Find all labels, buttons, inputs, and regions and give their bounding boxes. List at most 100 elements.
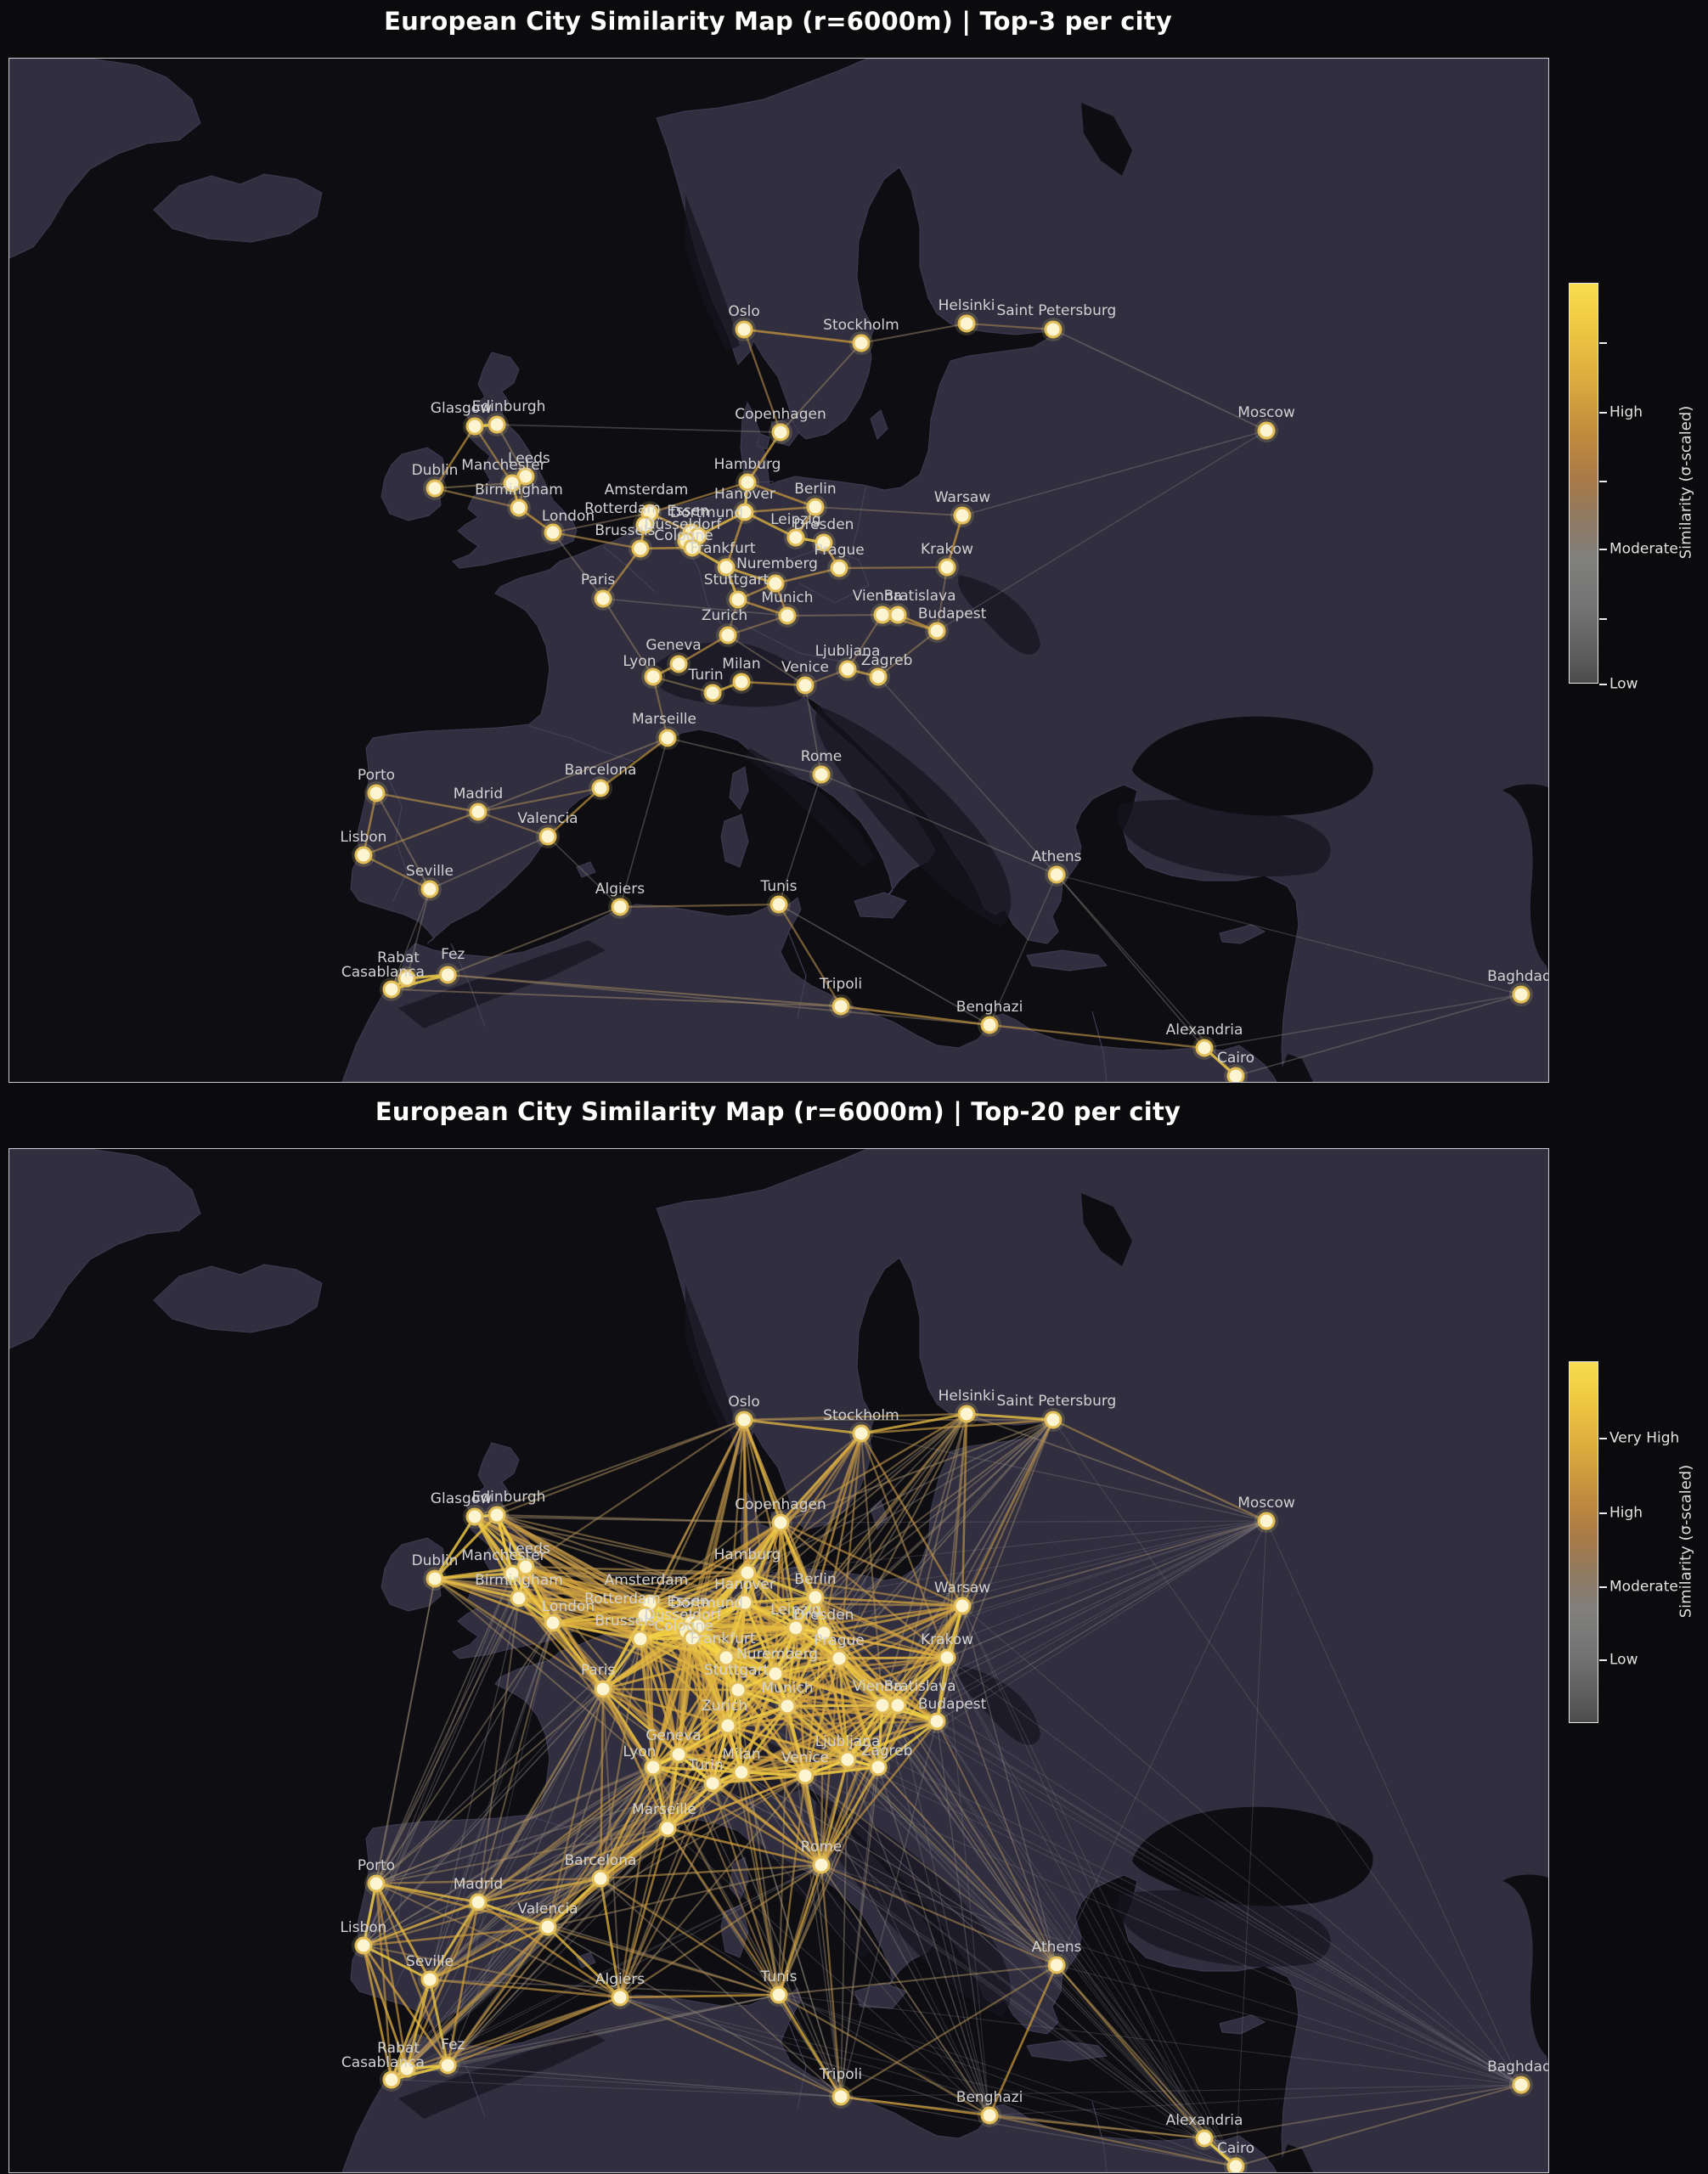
similarity-edge [747, 1571, 825, 1635]
similarity-edge [619, 1997, 1205, 2139]
similarity-edge [777, 1994, 843, 2098]
similarity-edge [778, 904, 843, 1007]
terrain-shading [685, 1285, 740, 1441]
similarity-edge [838, 1657, 938, 1723]
similarity-edge [961, 1605, 1237, 2167]
similarity-edge [743, 1522, 782, 1603]
similarity-edge [740, 1673, 777, 1773]
landmass [380, 1537, 447, 1612]
similarity-edge [897, 1704, 1522, 2086]
similarity-edge [652, 1766, 822, 1867]
city-node [503, 474, 521, 493]
similarity-edge [989, 1023, 1205, 1050]
similarity-edge [747, 1520, 1267, 1574]
city-label: London [542, 1598, 595, 1615]
similarity-edge [786, 1705, 807, 1777]
similarity-edge [746, 1522, 782, 1574]
country-border [450, 2033, 486, 2118]
similarity-edge [961, 1419, 1055, 1607]
similarity-edge [363, 1783, 713, 1946]
similarity-edge [649, 1571, 748, 1605]
similarity-edge [786, 1704, 849, 1761]
colorbar-tick [1599, 1512, 1607, 1514]
similarity-edge [712, 1782, 822, 1867]
city-node [869, 1758, 888, 1777]
similarity-edge [777, 1864, 823, 1996]
colorbar-tick [1599, 411, 1607, 414]
similarity-edge [778, 1994, 990, 2117]
city-node [516, 467, 535, 486]
city-node [631, 539, 650, 558]
similarity-edge [363, 1754, 679, 1946]
city-label: Munich [761, 589, 813, 606]
city-label: Manchester [461, 457, 545, 474]
similarity-edge [434, 1578, 654, 1768]
similarity-edge [780, 1520, 1267, 1523]
similarity-edge [448, 973, 842, 1007]
similarity-edge [882, 1704, 1057, 1966]
similarity-edge [363, 1638, 641, 1946]
similarity-edge [779, 1522, 817, 1598]
city-node [510, 498, 528, 517]
similarity-edge [473, 425, 514, 484]
similarity-edge [652, 1766, 713, 1785]
similarity-edge [599, 1754, 680, 1879]
city-node [465, 1507, 484, 1526]
city-label: Brussels [595, 522, 655, 539]
similarity-edge [429, 836, 549, 890]
similarity-edge [697, 1625, 776, 1676]
city-node [732, 673, 751, 691]
city-node [544, 1614, 562, 1632]
city-node [815, 1624, 833, 1642]
panel-title-top20: European City Similarity Map (r=6000m) |… [375, 1097, 1181, 1126]
city-label: Rabat [377, 949, 420, 966]
city-node [771, 1513, 790, 1532]
similarity-edge [496, 1513, 651, 1605]
city-label: Rotterdam [584, 500, 661, 517]
similarity-edge [691, 1636, 740, 1692]
similarity-edge [677, 1657, 728, 1755]
similarity-edge [804, 1775, 1057, 1966]
similarity-edge [946, 1657, 1237, 2167]
similarity-edge [602, 598, 788, 617]
city-node [438, 966, 457, 984]
similarity-edge [362, 1883, 378, 1946]
similarity-edge [778, 1994, 1521, 2086]
similarity-edge [778, 774, 822, 905]
city-node [382, 2070, 401, 2089]
colorbar-tick [1599, 1659, 1607, 1662]
country-border [450, 943, 486, 1028]
similarity-edge [945, 1413, 968, 1659]
similarity-edge [882, 1704, 990, 2116]
similarity-edge [496, 1418, 745, 1517]
similarity-edge [712, 1783, 1057, 1966]
terrain-shading [398, 940, 606, 1028]
city-node [594, 1680, 612, 1698]
city-label: Birmingham [475, 482, 563, 498]
similarity-edge [744, 1419, 1054, 1603]
similarity-edge [434, 1577, 554, 1625]
similarity-edge [989, 2114, 1237, 2168]
similarity-edge [744, 1412, 967, 1422]
similarity-edge [744, 1601, 797, 1630]
city-label: Budapest [918, 605, 987, 622]
city-label: Munich [761, 1680, 813, 1697]
city-node [420, 880, 439, 898]
similarity-edge [936, 1721, 1058, 1966]
similarity-edge [649, 1521, 781, 1605]
similarity-edge [946, 1657, 1522, 2086]
similarity-edge [601, 1688, 669, 1829]
similarity-edge [736, 1689, 743, 1773]
similarity-edge [961, 1605, 1057, 1966]
city-label: Baghdad [1487, 968, 1548, 985]
city-label: Leipzig [770, 511, 821, 528]
similarity-edge [775, 1657, 840, 1676]
city-node [591, 779, 610, 797]
similarity-edge [375, 1578, 436, 1884]
city-node [831, 997, 850, 1016]
similarity-edge [860, 1418, 1053, 1435]
city-label: Valencia [517, 1901, 578, 1918]
similarity-edge [786, 1704, 879, 1769]
similarity-edge [375, 791, 479, 814]
city-label: Dortmund [670, 1595, 743, 1612]
